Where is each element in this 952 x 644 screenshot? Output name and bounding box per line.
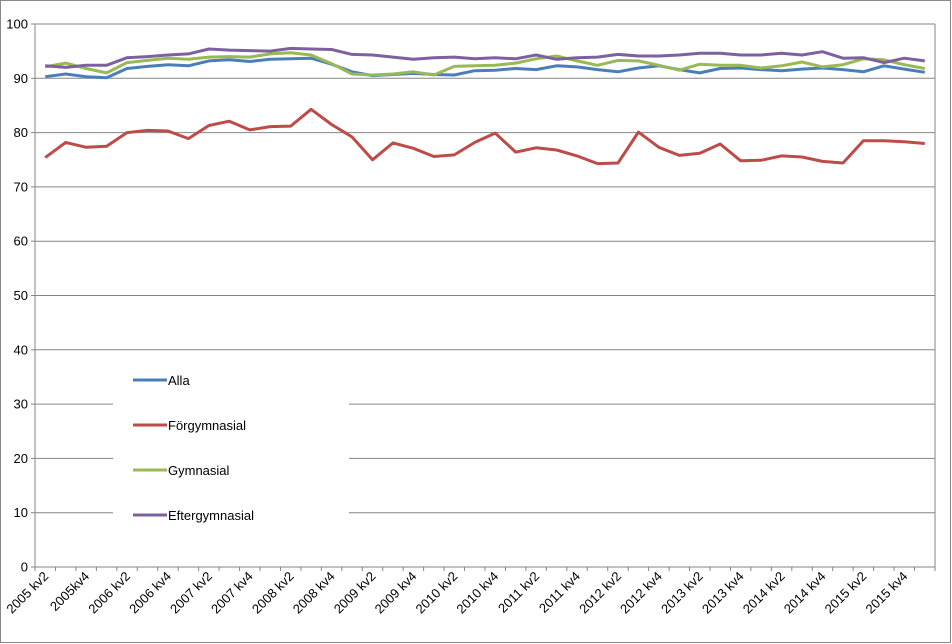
legend-label: Förgymnasial [168, 418, 246, 433]
legend-label: Eftergymnasial [168, 508, 254, 523]
legend-box [113, 358, 349, 537]
series-line [45, 46, 925, 69]
y-tick-label: 80 [14, 125, 28, 140]
legend-label: Alla [168, 373, 190, 388]
y-tick-label: 60 [14, 234, 28, 249]
y-tick-label: 70 [14, 179, 28, 194]
y-tick-label: 30 [14, 397, 28, 412]
y-tick-label: 50 [14, 288, 28, 303]
y-tick-label: 20 [14, 451, 28, 466]
y-tick-label: 40 [14, 342, 28, 357]
legend-label: Gymnasial [168, 463, 230, 478]
y-tick-label: 0 [21, 560, 28, 575]
series-line [44, 51, 926, 77]
y-tick-label: 90 [14, 71, 28, 86]
series-line [44, 107, 925, 166]
y-tick-label: 100 [6, 17, 28, 32]
y-tick-label: 10 [14, 505, 28, 520]
series-line [45, 56, 926, 80]
